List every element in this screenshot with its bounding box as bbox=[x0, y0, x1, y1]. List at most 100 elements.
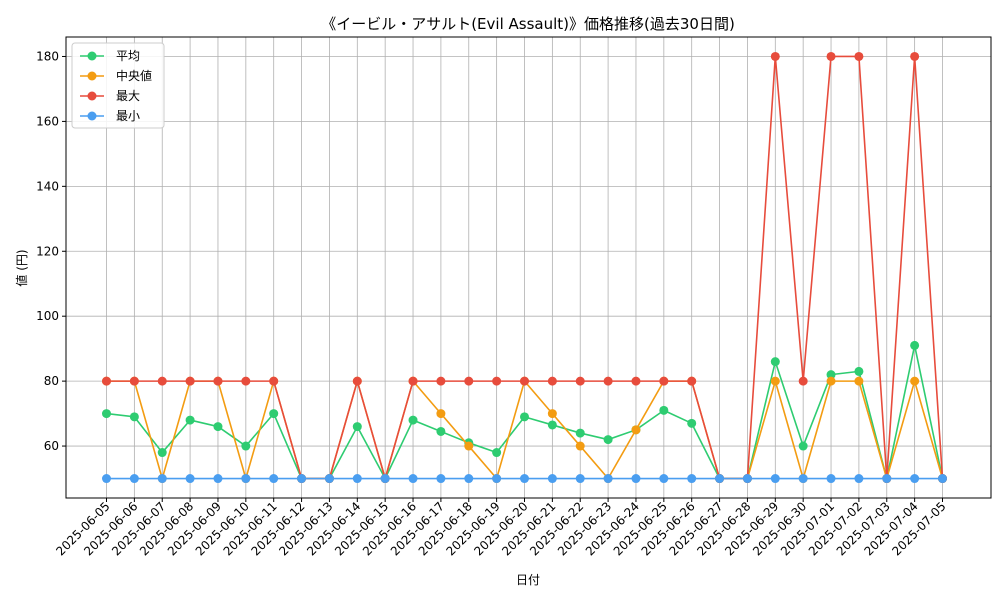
y-tick-label: 180 bbox=[36, 49, 59, 63]
data-point bbox=[910, 51, 920, 61]
data-point bbox=[910, 474, 920, 484]
data-point bbox=[547, 474, 557, 484]
data-point bbox=[659, 405, 669, 415]
chart-title: 《イービル・アサルト(Evil Assault)》価格推移(過去30日間) bbox=[321, 15, 735, 33]
data-point bbox=[854, 376, 864, 386]
data-point bbox=[687, 474, 697, 484]
data-point bbox=[798, 441, 808, 451]
data-point bbox=[185, 474, 195, 484]
data-point bbox=[492, 376, 502, 386]
data-point bbox=[826, 474, 836, 484]
data-point bbox=[185, 415, 195, 425]
data-point bbox=[770, 474, 780, 484]
data-point bbox=[854, 474, 864, 484]
data-point bbox=[631, 474, 641, 484]
x-axis-label: 日付 bbox=[516, 573, 540, 587]
legend-label: 中央値 bbox=[116, 68, 152, 83]
y-tick-label: 120 bbox=[36, 244, 59, 258]
legend-item: 平均 bbox=[80, 49, 140, 63]
legend-item: 最大 bbox=[80, 89, 140, 103]
data-point bbox=[910, 376, 920, 386]
data-point bbox=[102, 409, 111, 419]
data-point bbox=[603, 376, 613, 386]
data-point bbox=[547, 409, 557, 419]
data-point bbox=[102, 376, 111, 386]
data-point bbox=[631, 376, 641, 386]
data-point bbox=[352, 422, 362, 432]
legend-swatch-marker bbox=[87, 111, 97, 121]
data-point bbox=[575, 441, 585, 451]
data-point bbox=[603, 435, 613, 445]
y-tick-label: 100 bbox=[36, 309, 59, 323]
data-point bbox=[547, 420, 557, 430]
data-point bbox=[213, 422, 223, 432]
data-point bbox=[380, 474, 390, 484]
data-point bbox=[157, 448, 167, 458]
data-point bbox=[826, 370, 836, 380]
data-point bbox=[492, 474, 502, 484]
series-3 bbox=[102, 474, 947, 484]
data-point bbox=[408, 415, 418, 425]
data-point bbox=[742, 474, 752, 484]
y-tick-label: 60 bbox=[44, 439, 59, 453]
data-point bbox=[687, 376, 697, 386]
legend-label: 平均 bbox=[116, 49, 140, 63]
data-point bbox=[129, 412, 139, 422]
data-point bbox=[520, 376, 529, 386]
data-point bbox=[324, 474, 334, 484]
data-point bbox=[770, 357, 780, 367]
data-point bbox=[938, 474, 947, 484]
data-point bbox=[213, 376, 223, 386]
y-tick-label: 140 bbox=[36, 179, 59, 193]
data-point bbox=[547, 376, 557, 386]
data-point bbox=[157, 376, 167, 386]
series-layer bbox=[102, 51, 947, 484]
y-tick-label: 160 bbox=[36, 114, 59, 128]
data-point bbox=[241, 376, 251, 386]
data-point bbox=[770, 51, 780, 61]
plot-frame bbox=[65, 36, 992, 499]
data-point bbox=[631, 425, 641, 435]
data-point bbox=[464, 441, 474, 451]
data-point bbox=[464, 474, 474, 484]
data-point bbox=[854, 51, 864, 61]
data-point bbox=[129, 474, 139, 484]
data-point bbox=[575, 474, 585, 484]
data-point bbox=[269, 376, 279, 386]
y-axis-label: 値 (円) bbox=[14, 249, 29, 286]
data-point bbox=[882, 474, 892, 484]
data-point bbox=[603, 474, 613, 484]
data-point bbox=[826, 51, 836, 61]
legend-item: 中央値 bbox=[80, 68, 152, 83]
data-point bbox=[269, 409, 279, 419]
data-point bbox=[241, 474, 251, 484]
data-point bbox=[520, 412, 529, 422]
y-tick-label: 80 bbox=[44, 374, 59, 388]
legend-box bbox=[71, 42, 165, 129]
data-point bbox=[910, 340, 920, 350]
data-point bbox=[352, 474, 362, 484]
data-point bbox=[185, 376, 195, 386]
data-point bbox=[520, 474, 529, 484]
data-point bbox=[575, 428, 585, 438]
data-point bbox=[798, 376, 808, 386]
data-point bbox=[297, 474, 307, 484]
data-point bbox=[436, 474, 446, 484]
legend-swatch-marker bbox=[87, 71, 97, 81]
legend-swatch-marker bbox=[87, 51, 97, 61]
data-point bbox=[770, 376, 780, 386]
y-axis: 60 80 100 120 140 160 180 bbox=[36, 49, 66, 453]
data-point bbox=[436, 376, 446, 386]
data-point bbox=[408, 474, 418, 484]
data-point bbox=[129, 376, 139, 386]
data-point bbox=[715, 474, 725, 484]
data-point bbox=[436, 409, 446, 419]
data-point bbox=[575, 376, 585, 386]
data-point bbox=[826, 376, 836, 386]
data-point bbox=[687, 418, 697, 428]
data-point bbox=[352, 376, 362, 386]
data-point bbox=[436, 426, 446, 436]
